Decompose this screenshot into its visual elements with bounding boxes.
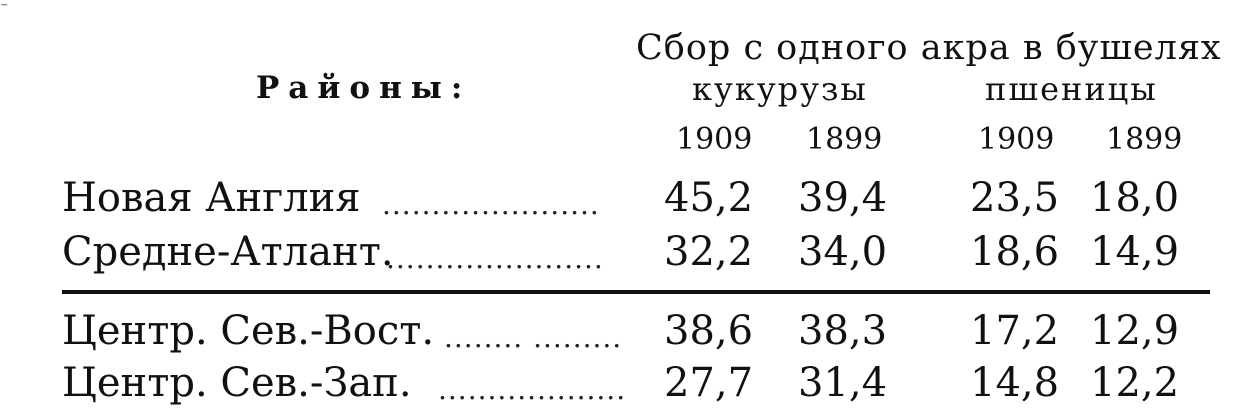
corn-1909-value: 38,6 [664, 308, 754, 354]
year-wheat-1899: 1899 [1106, 122, 1183, 157]
table-divider [62, 290, 1210, 294]
dot-leader: ...................... [386, 242, 604, 275]
wheat-1909-value: 18,6 [970, 229, 1060, 275]
wheat-1899-value: 12,9 [1090, 308, 1180, 354]
table-header-wheat: пшеницы [985, 70, 1158, 108]
corn-1909-value: 27,7 [664, 360, 754, 406]
dot-leader: ................... [438, 373, 627, 406]
wheat-1899-value: 14,9 [1090, 229, 1180, 275]
region-name: Средне-Атлант. [62, 229, 394, 275]
year-corn-1909: 1909 [676, 122, 753, 157]
year-wheat-1909: 1909 [978, 122, 1055, 157]
table-header-corn: кукурузы [692, 70, 868, 108]
dot-leader: ........ ......... [444, 321, 623, 354]
dot-leader: ...................... [382, 188, 600, 221]
corn-1899-value: 39,4 [798, 175, 888, 221]
table-header-regions: Районы: [256, 70, 472, 106]
corn-1909-value: 32,2 [664, 229, 754, 275]
wheat-1899-value: 18,0 [1090, 175, 1180, 221]
corner-mark: ⁻ [0, 0, 9, 17]
wheat-1909-value: 17,2 [970, 308, 1060, 354]
region-name: Центр. Сев.-Зап. [62, 360, 412, 406]
table-header-yield: Сбор с одного акра в бушелях [636, 28, 1222, 68]
corn-1899-value: 34,0 [798, 229, 888, 275]
wheat-1899-value: 12,2 [1090, 360, 1180, 406]
corn-1899-value: 38,3 [798, 308, 888, 354]
year-corn-1899: 1899 [806, 122, 883, 157]
corn-1909-value: 45,2 [664, 175, 754, 221]
wheat-1909-value: 23,5 [970, 175, 1060, 221]
wheat-1909-value: 14,8 [970, 360, 1060, 406]
region-name: Новая Англия [62, 175, 361, 221]
corn-1899-value: 31,4 [798, 360, 888, 406]
region-name: Центр. Сев.-Вост. [62, 308, 435, 354]
